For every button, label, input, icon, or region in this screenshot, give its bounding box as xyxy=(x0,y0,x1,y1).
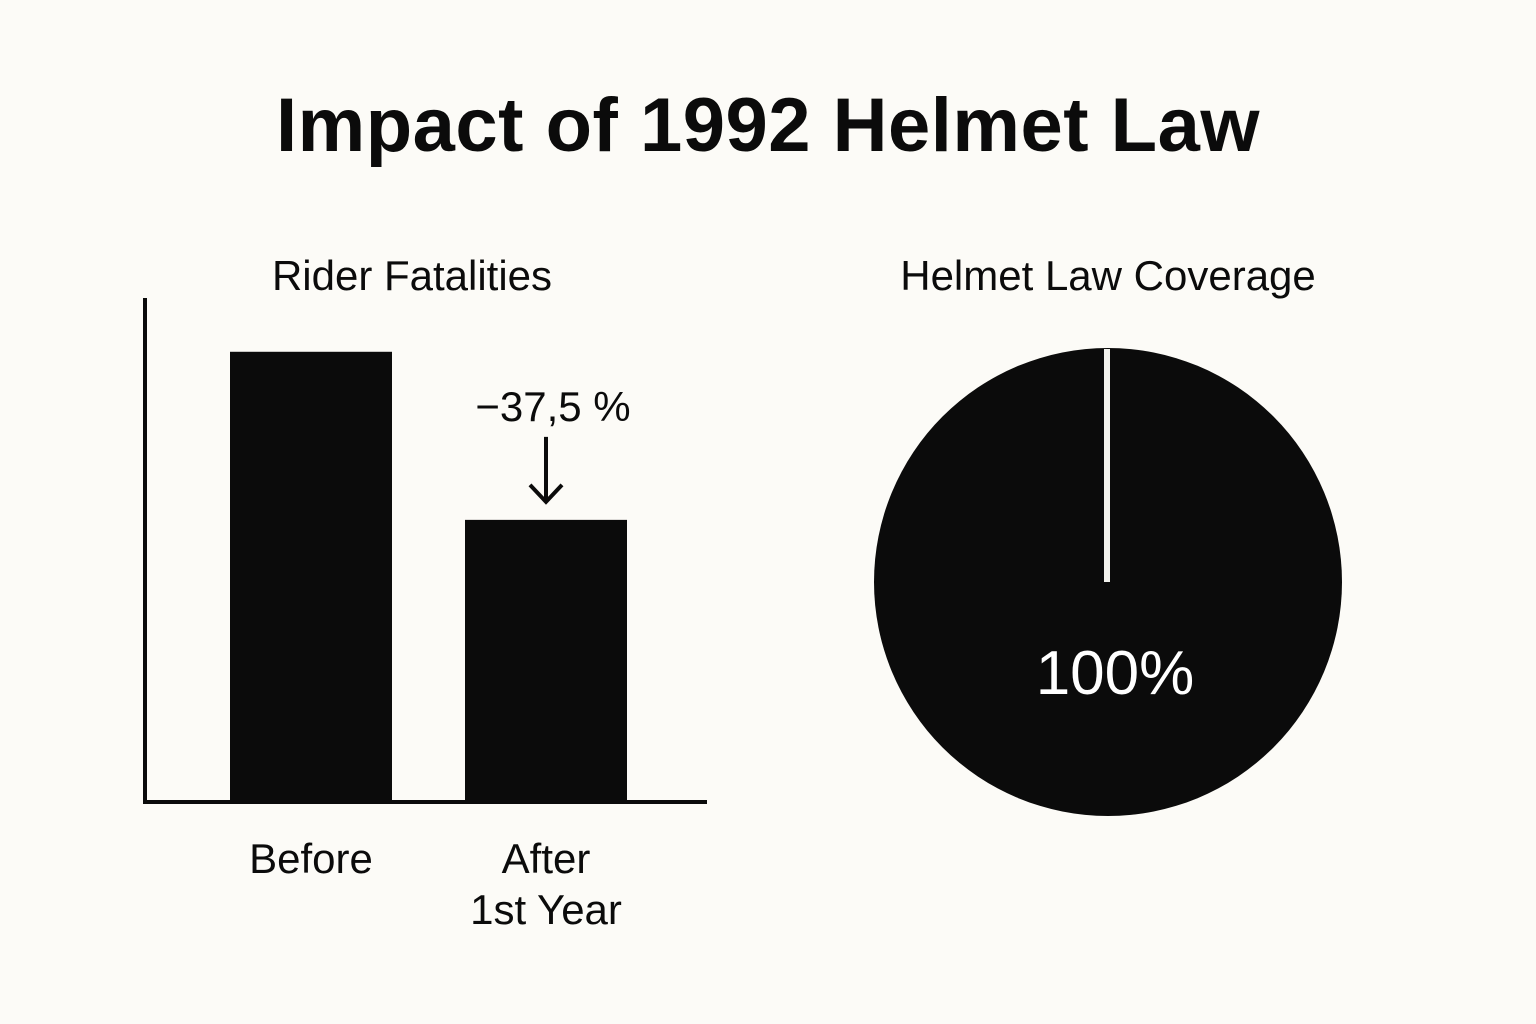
pie-slice-label: 100% xyxy=(1036,639,1195,708)
